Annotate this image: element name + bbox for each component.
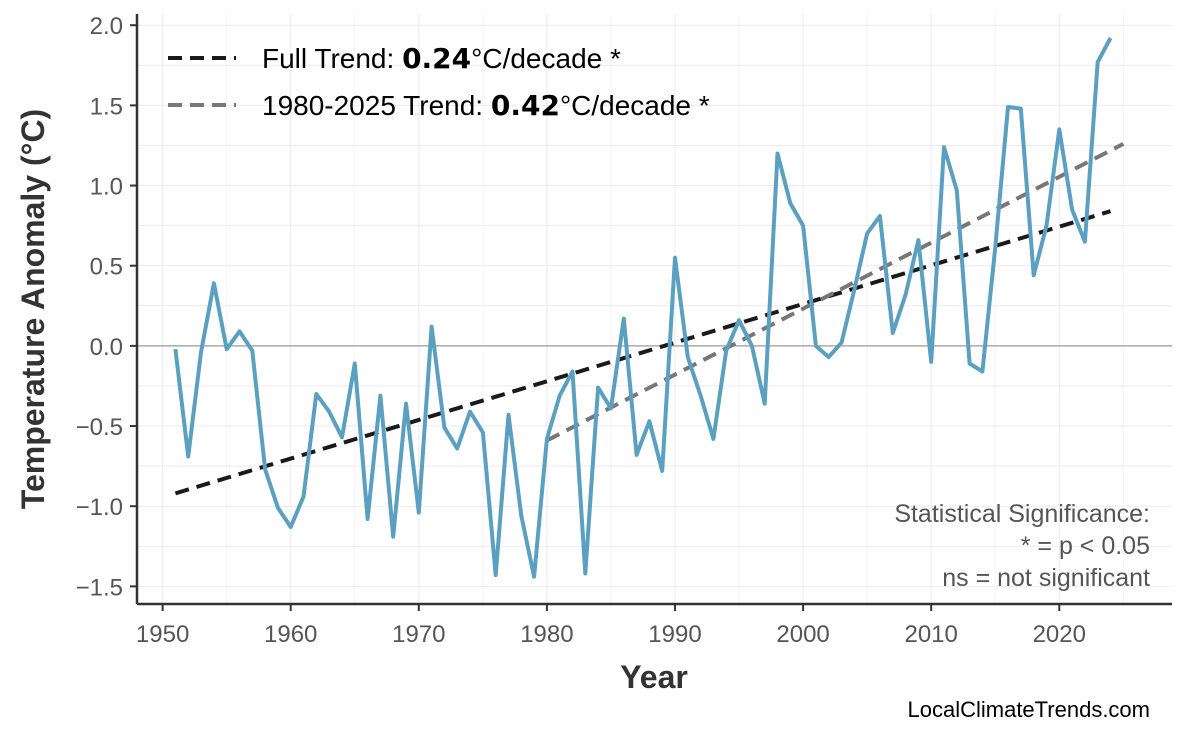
x-tick-label: 2020 — [1033, 621, 1086, 648]
y-ticks: −1.5 −1.0 −0.5 0.0 0.5 1.0 1.5 2.0 — [76, 13, 137, 601]
y-tick-label: −0.5 — [76, 414, 123, 441]
trend-lines — [174, 142, 1125, 496]
y-tick-label: −1.0 — [76, 494, 123, 521]
y-tick-label: 1.0 — [90, 174, 123, 201]
x-tick-label: 2010 — [904, 621, 957, 648]
significance-note: Statistical Significance: * = p < 0.05 n… — [894, 500, 1150, 592]
y-tick-label: 0.0 — [90, 334, 123, 361]
y-tick-label: 2.0 — [90, 13, 123, 40]
legend-label: Full Trend: 0.24°C/decade * — [262, 42, 621, 75]
anomaly-series-line — [173, 37, 1113, 579]
note-line: Statistical Significance: — [894, 500, 1150, 528]
note-line: ns = not significant — [942, 564, 1150, 592]
x-tick-label: 1980 — [520, 621, 573, 648]
trend-line-1980-2025 — [545, 142, 1125, 443]
note-line: * = p < 0.05 — [1021, 532, 1150, 560]
y-tick-label: 0.5 — [90, 254, 123, 281]
y-tick-label: −1.5 — [76, 574, 123, 601]
legend-item-full-trend: Full Trend: 0.24°C/decade * — [168, 42, 621, 75]
x-tick-label: 1970 — [392, 621, 445, 648]
x-tick-label: 2000 — [776, 621, 829, 648]
source-credit: LocalClimateTrends.com — [908, 697, 1151, 722]
legend-label: 1980-2025 Trend: 0.42°C/decade * — [262, 89, 710, 122]
x-tick-label: 1950 — [136, 621, 189, 648]
series — [173, 37, 1113, 579]
y-axis-label: Temperature Anomaly (°C) — [15, 109, 51, 509]
x-tick-label: 1990 — [648, 621, 701, 648]
y-tick-label: 1.5 — [90, 93, 123, 120]
x-ticks: 1950 1960 1970 1980 1990 2000 2010 2020 — [136, 604, 1086, 648]
trend-line-full — [174, 209, 1112, 496]
legend: Full Trend: 0.24°C/decade * 1980-2025 Tr… — [168, 42, 710, 122]
x-tick-label: 1960 — [264, 621, 317, 648]
legend-item-1980-2025-trend: 1980-2025 Trend: 0.42°C/decade * — [168, 89, 710, 122]
x-axis-label: Year — [620, 659, 688, 695]
